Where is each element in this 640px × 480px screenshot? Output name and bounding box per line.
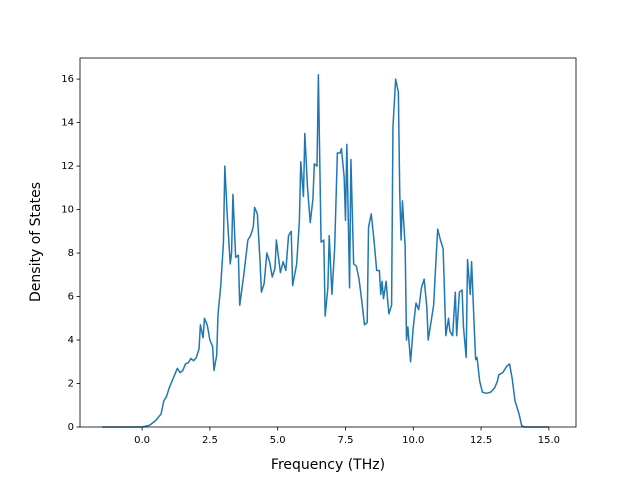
y-tick-label: 10 [61,205,74,216]
y-tick-label: 6 [68,292,74,303]
x-tick-label: 2.5 [202,435,218,446]
y-tick-label: 12 [61,161,74,172]
y-tick-label: 16 [61,74,74,85]
y-tick-label: 8 [68,248,74,259]
plot-frame [79,57,577,428]
x-tick-label: 0.0 [134,435,150,446]
y-tick-label: 14 [61,118,74,129]
x-tick-label: 12.5 [470,435,492,446]
y-tick-label: 2 [68,379,74,390]
x-tick-label: 10.0 [402,435,424,446]
x-tick-label: 5.0 [270,435,286,446]
y-axis-label: Density of States [28,182,44,302]
x-tick-label: 15.0 [538,435,560,446]
x-tick-label: 7.5 [338,435,354,446]
y-tick-label: 4 [68,335,74,346]
dos-line [102,73,549,428]
y-tick-label: 0 [68,422,74,433]
x-axis-label: Frequency (THz) [271,457,385,473]
